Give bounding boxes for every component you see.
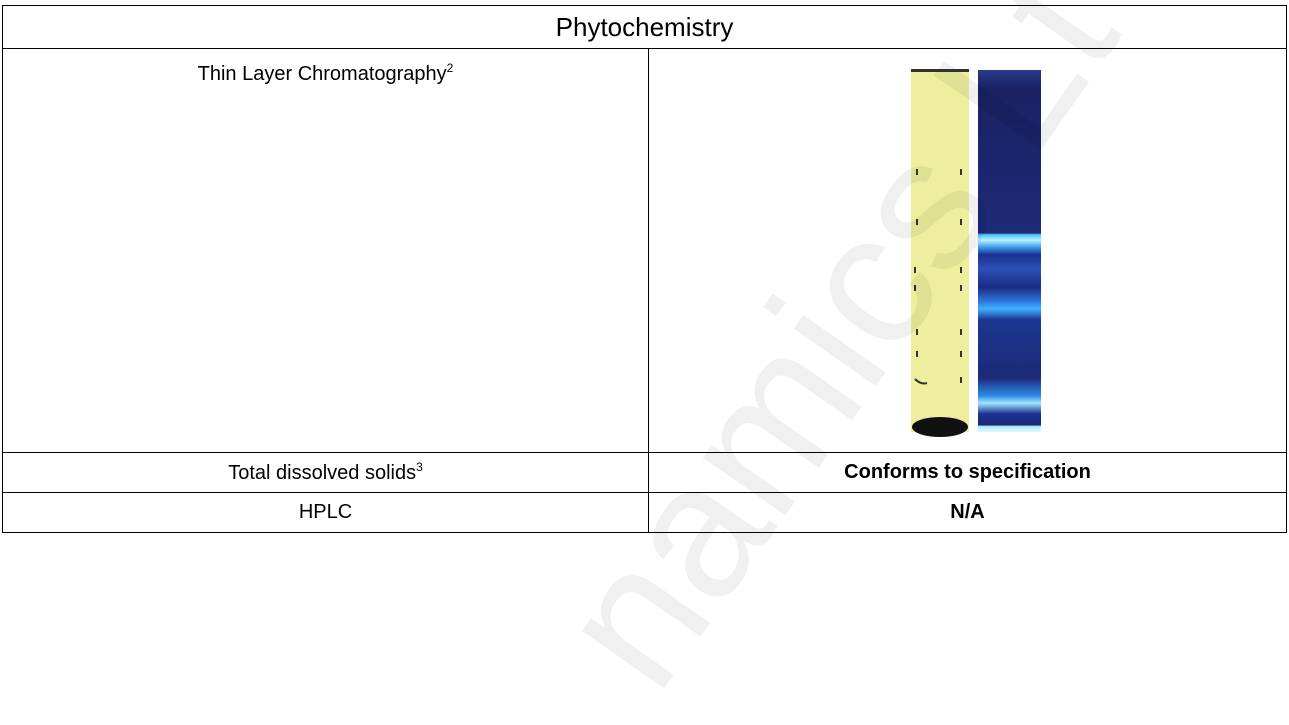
row-label: HPLC xyxy=(2,492,649,533)
row: Total dissolved solids3 Conforms to spec… xyxy=(2,452,1288,493)
label-text: HPLC xyxy=(298,501,353,523)
row: HPLC N/A xyxy=(2,492,1288,533)
tlc-plate-visible xyxy=(911,70,969,432)
value-text: N/A xyxy=(950,501,985,523)
row-label: Total dissolved solids3 xyxy=(2,452,649,493)
tlc-images xyxy=(911,69,1041,437)
footnote-ref: 2 xyxy=(446,61,454,75)
spec-table: Phytochemistry Thin Layer Chromatography… xyxy=(1,5,1288,533)
origin-spot xyxy=(912,417,968,437)
label-text: Total dissolved solids xyxy=(228,462,417,484)
spot-marks xyxy=(914,169,962,385)
tlc-plate-uv xyxy=(978,70,1041,432)
row: Thin Layer Chromatography2 xyxy=(2,48,1288,453)
row-label: Thin Layer Chromatography2 xyxy=(2,48,649,453)
table-title: Phytochemistry xyxy=(1,5,1288,49)
tlc-image-cell xyxy=(647,48,1288,453)
row-value: N/A xyxy=(647,492,1288,533)
solvent-front xyxy=(911,69,969,72)
row-value: Conforms to specification xyxy=(647,452,1288,493)
label-text: Thin Layer Chromatography xyxy=(197,63,447,85)
footnote-ref: 3 xyxy=(416,460,423,474)
value-text: Conforms to specification xyxy=(844,461,1091,483)
header-row: Phytochemistry xyxy=(1,5,1288,49)
